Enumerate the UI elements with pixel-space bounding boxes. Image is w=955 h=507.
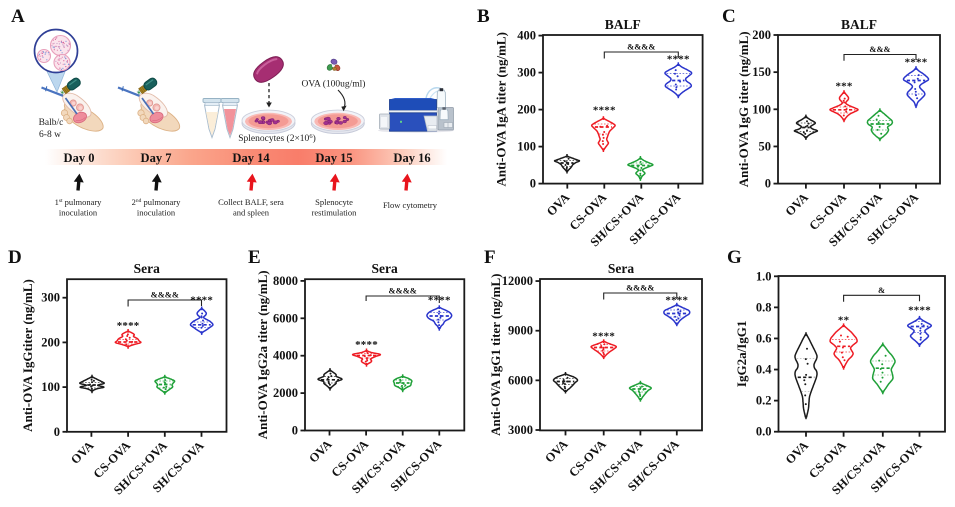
svg-text:OVA: OVA [783,190,811,218]
svg-text:12000: 12000 [502,274,533,288]
svg-text:1.0: 1.0 [756,269,772,283]
svg-text:Day 14: Day 14 [232,151,270,165]
svg-text:&&&&: &&&& [151,290,179,300]
svg-text:&&&&: &&&& [626,283,654,293]
svg-text:****: **** [908,305,931,317]
svg-text:0: 0 [765,177,771,191]
svg-text:2000: 2000 [273,386,298,400]
svg-text:***: *** [835,81,852,93]
svg-text:****: **** [592,331,615,343]
svg-text:300: 300 [517,66,536,80]
svg-text:A: A [11,6,25,27]
svg-text:****: **** [355,339,378,351]
svg-text:Anti-OVA IgG titer (ng/mL): Anti-OVA IgG titer (ng/mL) [736,31,751,187]
svg-text:Sera: Sera [372,261,398,276]
svg-text:Flow cytometry: Flow cytometry [383,200,438,210]
svg-text:inoculation: inoculation [59,208,98,218]
svg-text:&&&&: &&&& [389,286,417,296]
svg-text:6000: 6000 [273,311,298,325]
svg-text:G: G [727,247,742,268]
svg-text:OVA (100ug/ml): OVA (100ug/ml) [302,79,366,90]
svg-text:OVA: OVA [783,438,811,466]
svg-text:Sera: Sera [608,261,634,276]
svg-text:0.4: 0.4 [756,363,772,377]
svg-text:C: C [722,6,736,27]
svg-text:IgG2a/IgG1: IgG2a/IgG1 [734,321,749,387]
svg-text:Day 0: Day 0 [64,151,95,165]
svg-text:BALF: BALF [841,17,877,32]
svg-text:1st pulmonary: 1st pulmonary [55,197,103,207]
svg-text:6000: 6000 [508,373,533,387]
svg-text:****: **** [117,320,140,332]
svg-text:4000: 4000 [273,349,298,363]
svg-text:****: **** [190,295,213,307]
svg-text:2nd pulmonary: 2nd pulmonary [132,197,181,207]
svg-text:****: **** [665,295,688,307]
svg-text:E: E [248,247,261,268]
svg-text:6-8 w: 6-8 w [39,130,61,140]
svg-text:&&&: &&& [869,44,890,54]
svg-text:200: 200 [517,103,536,117]
svg-text:0: 0 [530,177,536,191]
svg-text:Splenocyte: Splenocyte [315,197,353,207]
svg-text:BALF: BALF [605,17,641,32]
svg-text:****: **** [667,54,690,66]
svg-text:****: **** [428,295,451,307]
svg-text:50: 50 [759,139,772,153]
svg-text:300: 300 [41,291,60,305]
svg-text:200: 200 [752,28,771,42]
svg-text:100: 100 [752,102,771,116]
svg-text:Sera: Sera [134,261,160,276]
svg-text:Anti-OVA IgGtiter (ng/mL): Anti-OVA IgGtiter (ng/mL) [20,279,35,432]
svg-text:D: D [8,247,22,268]
svg-text:Day 15: Day 15 [315,151,352,165]
svg-text:Anti-OVA IgG2a titer (ng/mL): Anti-OVA IgG2a titer (ng/mL) [255,270,270,439]
svg-text:150: 150 [752,65,771,79]
svg-text:OVA: OVA [544,190,572,218]
svg-text:inoculation: inoculation [137,208,176,218]
svg-text:Balb/c: Balb/c [39,118,64,128]
svg-text:Anti-OVA IgG1 titer (ng/mL): Anti-OVA IgG1 titer (ng/mL) [488,274,503,436]
svg-text:&: & [878,285,885,295]
svg-text:restimulation: restimulation [312,208,358,218]
svg-text:9000: 9000 [508,324,533,338]
svg-text:200: 200 [41,335,60,349]
svg-text:****: **** [905,57,928,69]
svg-text:Splenocytes (2×106): Splenocytes (2×106) [238,133,315,144]
svg-text:Anti-OVA IgA titer (ng/mL): Anti-OVA IgA titer (ng/mL) [494,32,509,186]
svg-text:0.0: 0.0 [756,425,772,439]
svg-text:**: ** [838,315,850,327]
svg-text:&&&&: &&&& [627,42,655,52]
svg-text:OVA: OVA [306,437,334,465]
svg-text:F: F [484,247,496,268]
svg-text:and spleen: and spleen [233,208,270,218]
svg-text:Collect BALF, sera: Collect BALF, sera [218,197,284,207]
svg-text:0.2: 0.2 [756,394,772,408]
svg-text:400: 400 [517,29,536,43]
svg-text:****: **** [593,105,616,117]
svg-text:100: 100 [517,140,536,154]
svg-text:Day 16: Day 16 [393,151,430,165]
svg-text:100: 100 [41,380,60,394]
svg-text:Day 7: Day 7 [141,151,172,165]
svg-text:OVA: OVA [68,439,96,467]
svg-text:0.6: 0.6 [756,331,772,345]
svg-text:3000: 3000 [508,423,533,437]
svg-text:0.8: 0.8 [756,300,772,314]
svg-text:B: B [477,6,490,27]
svg-text:0: 0 [54,425,60,439]
svg-text:0: 0 [292,424,298,438]
svg-text:8000: 8000 [273,274,298,288]
svg-text:OVA: OVA [542,437,570,465]
